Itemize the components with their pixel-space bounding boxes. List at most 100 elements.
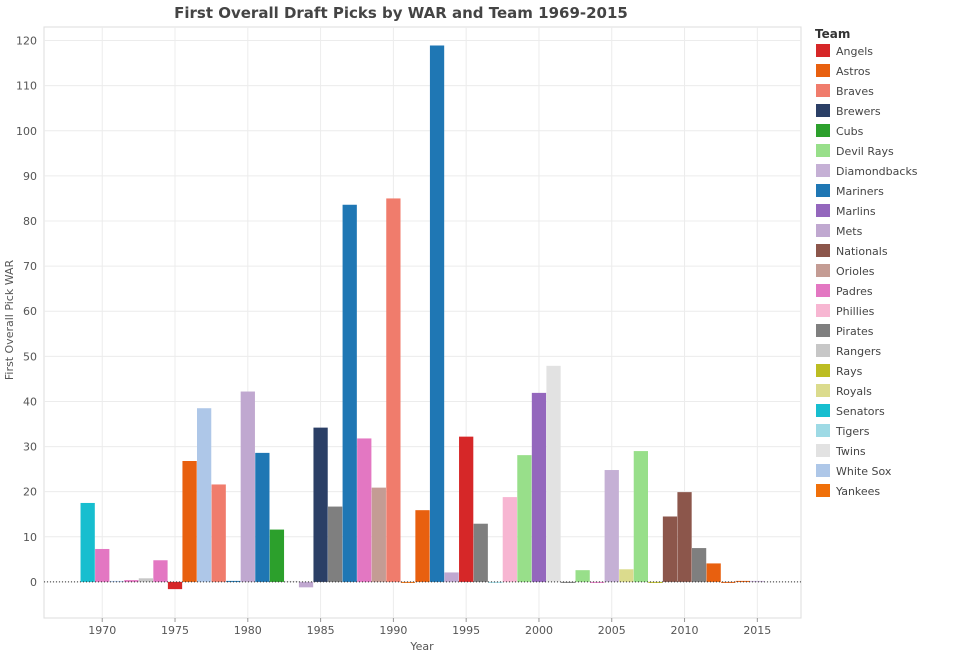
bar[interactable]: [648, 581, 663, 583]
bar[interactable]: [138, 578, 154, 582]
bar[interactable]: [371, 487, 386, 582]
bar[interactable]: [502, 497, 517, 582]
bar[interactable]: [167, 581, 183, 590]
legend-label: Senators: [836, 405, 885, 418]
legend-item[interactable]: Mets: [816, 224, 863, 238]
bar[interactable]: [560, 581, 576, 583]
legend-title: Team: [815, 27, 850, 41]
bar[interactable]: [240, 391, 255, 582]
bar[interactable]: [575, 570, 590, 582]
bar[interactable]: [211, 484, 226, 582]
legend-item[interactable]: Padres: [816, 284, 873, 298]
bar[interactable]: [328, 506, 343, 582]
legend-item[interactable]: Royals: [816, 384, 872, 398]
legend-swatch: [816, 264, 830, 277]
bar[interactable]: [619, 569, 634, 582]
legend-item[interactable]: Senators: [816, 404, 885, 418]
legend-item[interactable]: Rays: [816, 364, 863, 378]
bar[interactable]: [706, 563, 721, 582]
legend-label: Twins: [835, 445, 866, 458]
bar[interactable]: [604, 470, 619, 582]
legend-label: Angels: [836, 45, 873, 58]
bar[interactable]: [357, 438, 372, 582]
legend-label: Tigers: [835, 425, 870, 438]
legend-item[interactable]: Marlins: [816, 204, 876, 218]
bar[interactable]: [313, 427, 328, 582]
x-tick-label: 2000: [525, 624, 553, 637]
bar[interactable]: [677, 492, 692, 582]
bar[interactable]: [153, 560, 168, 582]
legend-label: White Sox: [836, 465, 892, 478]
bar[interactable]: [182, 461, 197, 582]
legend-swatch: [816, 224, 830, 237]
legend-item[interactable]: Mariners: [816, 184, 884, 198]
legend-swatch: [816, 404, 830, 417]
legend-item[interactable]: Twins: [816, 444, 866, 458]
legend-item[interactable]: Astros: [816, 64, 871, 78]
y-tick-label: 100: [16, 125, 37, 138]
y-tick-label: 0: [30, 576, 37, 589]
y-axis-title: First Overall Pick WAR: [3, 260, 16, 381]
y-tick-label: 70: [23, 260, 37, 273]
legend-item[interactable]: Angels: [816, 44, 873, 58]
legend-label: Yankees: [835, 485, 880, 498]
legend-label: Nationals: [836, 245, 888, 258]
y-axis-ticks: 0 10 20 30 40 50 60 70 80 90 100 110 120: [16, 35, 37, 589]
bar[interactable]: [691, 548, 707, 582]
bar[interactable]: [531, 392, 547, 582]
legend-item[interactable]: Nationals: [816, 244, 888, 258]
legend-swatch: [816, 64, 830, 77]
legend-item[interactable]: Cubs: [816, 124, 864, 138]
bar[interactable]: [429, 45, 445, 582]
bar[interactable]: [80, 502, 95, 582]
bar[interactable]: [342, 204, 357, 582]
bar[interactable]: [517, 455, 532, 582]
bar[interactable]: [415, 510, 430, 582]
y-tick-label: 30: [23, 441, 37, 454]
bar[interactable]: [473, 523, 488, 582]
legend-item[interactable]: Orioles: [816, 264, 875, 278]
legend-swatch: [816, 144, 830, 157]
legend-item[interactable]: Devil Rays: [816, 144, 894, 158]
legend-item[interactable]: White Sox: [816, 464, 892, 478]
bar[interactable]: [459, 436, 474, 582]
bar[interactable]: [590, 581, 605, 583]
legend-swatch: [816, 44, 830, 57]
bar[interactable]: [444, 572, 459, 582]
bar[interactable]: [735, 580, 750, 582]
legend-swatch: [816, 164, 830, 177]
bar[interactable]: [386, 198, 401, 582]
x-tick-label: 2010: [671, 624, 699, 637]
legend-item[interactable]: Braves: [816, 84, 874, 98]
legend-item[interactable]: Diamondbacks: [816, 164, 918, 178]
bar[interactable]: [269, 529, 285, 582]
legend-swatch: [816, 104, 830, 117]
legend-item[interactable]: Brewers: [816, 104, 881, 118]
legend-swatch: [816, 184, 830, 197]
legend-item[interactable]: Yankees: [816, 484, 880, 498]
legend-item[interactable]: Pirates: [816, 324, 874, 338]
legend-swatch: [816, 84, 830, 97]
x-axis-ticks: 1970 1975 1980 1985 1990 1995 2000 2005 2010 2015: [88, 618, 771, 637]
legend-item[interactable]: Phillies: [816, 304, 875, 318]
bar[interactable]: [197, 408, 212, 582]
x-tick-label: 2015: [743, 624, 771, 637]
bar[interactable]: [488, 581, 503, 583]
bar[interactable]: [633, 451, 648, 582]
legend-swatch: [816, 344, 830, 357]
x-axis-title: Year: [409, 640, 434, 653]
legend-swatch: [816, 244, 830, 257]
legend-item[interactable]: Tigers: [816, 424, 870, 438]
plot-area: 0 10 20 30 40 50 60 70 80 90 100 110 120 1970 1975 198…: [16, 26, 802, 637]
legend-item[interactable]: Rangers: [816, 344, 881, 358]
legend-swatch: [816, 424, 830, 437]
bar[interactable]: [298, 581, 314, 588]
bar[interactable]: [662, 516, 678, 582]
bar[interactable]: [750, 580, 765, 582]
bar[interactable]: [546, 365, 561, 582]
bar[interactable]: [124, 580, 139, 582]
bar[interactable]: [284, 580, 299, 582]
bar[interactable]: [95, 548, 110, 582]
bar[interactable]: [255, 452, 270, 582]
